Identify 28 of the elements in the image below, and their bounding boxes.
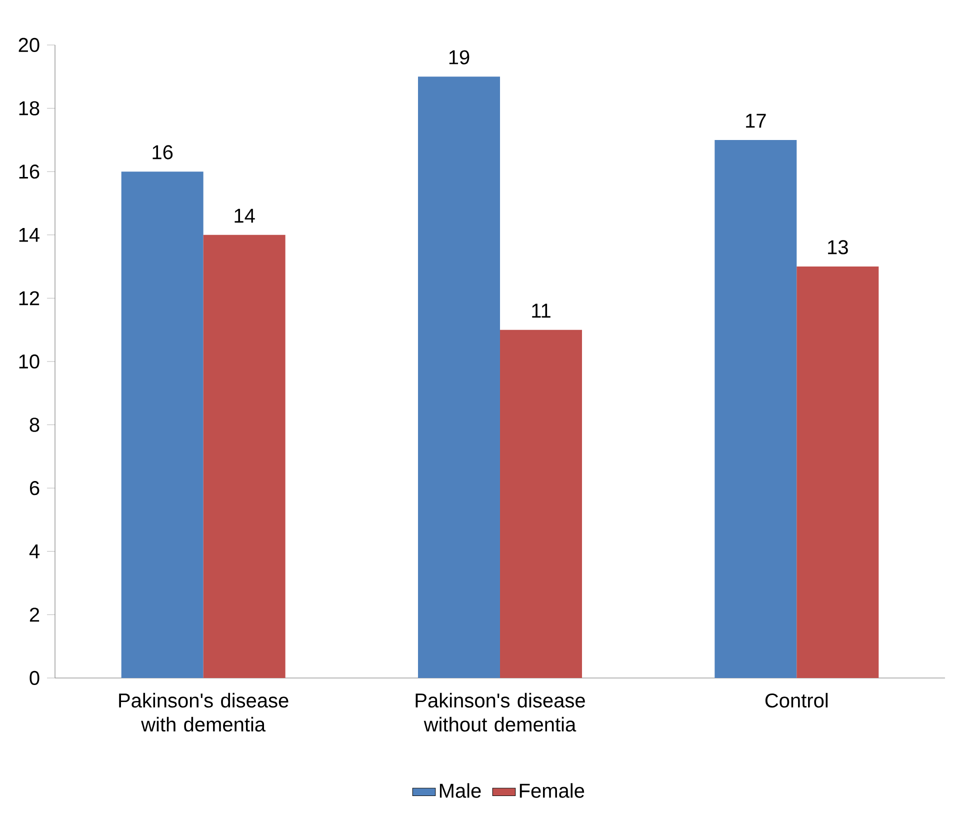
bar bbox=[418, 76, 500, 678]
data-label: 11 bbox=[532, 304, 550, 318]
x-tick-label: Pakinson's disease without dementia bbox=[416, 692, 585, 732]
x-tick-label: Control bbox=[765, 692, 828, 708]
bar bbox=[714, 140, 797, 678]
y-tick-label: 4 bbox=[29, 544, 40, 558]
bar bbox=[121, 172, 204, 678]
x-tick-label: Pakinson's disease with dementia bbox=[119, 692, 288, 732]
data-label: 16 bbox=[152, 145, 173, 160]
bar bbox=[500, 330, 582, 678]
legend-label: Male bbox=[440, 783, 481, 798]
y-tick-label: 14 bbox=[19, 228, 40, 242]
y-tick-label: 10 bbox=[19, 354, 40, 369]
data-label: 17 bbox=[746, 114, 766, 128]
y-tick-label: 20 bbox=[18, 38, 40, 52]
y-tick-label: 2 bbox=[30, 608, 40, 622]
bar bbox=[796, 266, 879, 678]
y-tick-label: 8 bbox=[30, 418, 40, 432]
y-tick-label: 0 bbox=[30, 670, 40, 686]
y-tick-label: 12 bbox=[19, 291, 40, 306]
data-label: 14 bbox=[234, 208, 255, 223]
y-tick-label: 6 bbox=[30, 481, 40, 496]
legend-label: Female bbox=[520, 783, 584, 798]
y-tick-label: 16 bbox=[19, 164, 40, 179]
bar bbox=[203, 234, 286, 678]
y-tick-label: 18 bbox=[19, 101, 40, 116]
data-label: 13 bbox=[828, 240, 848, 254]
data-label: 19 bbox=[449, 50, 470, 64]
